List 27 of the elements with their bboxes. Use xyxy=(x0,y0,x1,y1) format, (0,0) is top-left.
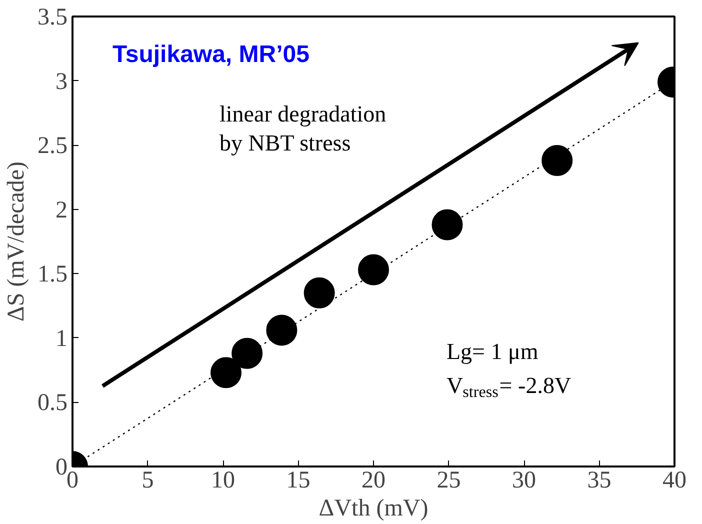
x-axis-title: ΔVth (mV) xyxy=(318,496,428,522)
annotation: Lg= 1 μm xyxy=(446,339,538,364)
y-tick-label: 1 xyxy=(56,326,68,352)
x-tick-label: 35 xyxy=(587,468,612,494)
x-tick-label: 20 xyxy=(362,468,386,494)
y-tick-label: 1.5 xyxy=(38,262,68,288)
x-tick-label: 5 xyxy=(142,468,154,494)
y-tick-label: 3 xyxy=(56,68,68,95)
annotation: Tsujikawa, MR’05 xyxy=(112,41,310,68)
x-tick-label: 15 xyxy=(286,468,310,494)
point xyxy=(232,338,263,369)
point xyxy=(358,254,389,286)
point xyxy=(266,314,298,346)
y-tick-label: 0.5 xyxy=(38,390,68,416)
x-tick-label: 10 xyxy=(211,468,235,494)
point xyxy=(304,277,335,308)
y-tick-label: 3.5 xyxy=(38,4,68,30)
y-axis-title: ΔS (mV/decade) xyxy=(4,161,30,322)
x-tick-label: 40 xyxy=(662,468,686,494)
point xyxy=(210,357,242,388)
point xyxy=(542,145,573,176)
y-tick-label: 2.5 xyxy=(38,133,68,160)
x-tick-label: 25 xyxy=(436,468,461,494)
annotation: linear degradation by NBT stress xyxy=(220,102,387,156)
x-tick-label: 30 xyxy=(512,468,536,494)
point xyxy=(432,209,463,240)
y-tick-label: 2 xyxy=(56,197,68,224)
